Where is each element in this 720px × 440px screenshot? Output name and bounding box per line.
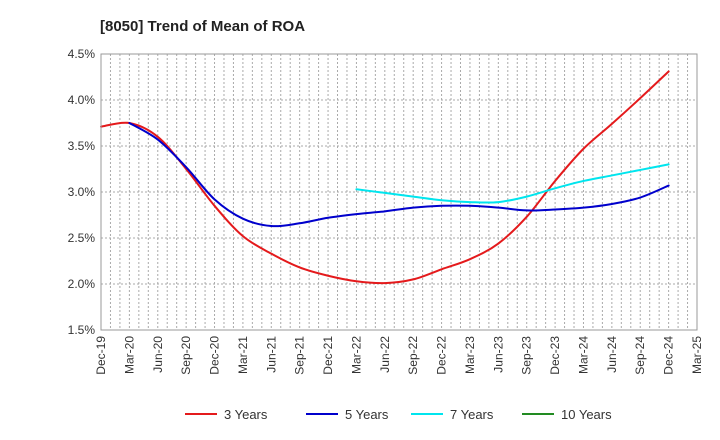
x-tick-label: Sep-24 [633, 336, 647, 375]
x-tick-label: Jun-23 [491, 336, 505, 373]
x-tick-label: Jun-21 [264, 336, 278, 373]
x-tick-label: Jun-24 [605, 336, 619, 373]
x-tick-label: Mar-24 [576, 336, 590, 374]
y-axis-ticks: 1.5% 2.0% 2.5% 3.0% 3.5% 4.0% 4.5% [68, 47, 96, 337]
x-tick-label: Dec-22 [435, 336, 449, 375]
series-lines [100, 70, 670, 285]
y-tick-label: 2.5% [68, 231, 96, 245]
y-tick-label: 2.0% [68, 277, 96, 291]
series-line-3-years [100, 70, 670, 285]
y-tick-label: 4.0% [68, 93, 96, 107]
legend-label-7-years: 7 Years [450, 407, 494, 422]
x-tick-label: Mar-25 [690, 336, 704, 374]
x-tick-label: Sep-22 [406, 336, 420, 375]
x-tick-label: Jun-22 [378, 336, 392, 373]
x-tick-label: Mar-22 [349, 336, 363, 374]
y-tick-label: 3.0% [68, 185, 96, 199]
x-axis-ticks: Dec-19 Mar-20 Jun-20 Sep-20 Dec-20 Mar-21 Jun-… [94, 336, 704, 375]
plot-area [100, 53, 698, 331]
series-line-5-years [128, 122, 670, 228]
x-tick-label: Sep-21 [293, 336, 307, 375]
legend: 3 Years 5 Years 7 Years 10 Years [185, 407, 612, 422]
legend-label-3-years: 3 Years [224, 407, 268, 422]
x-tick-label: Dec-21 [321, 336, 335, 375]
x-tick-label: Dec-20 [208, 336, 222, 375]
legend-label-10-years: 10 Years [561, 407, 612, 422]
x-tick-label: Dec-23 [548, 336, 562, 375]
y-tick-label: 4.5% [68, 47, 96, 61]
x-tick-label: Mar-21 [236, 336, 250, 374]
series-line-7-years [355, 163, 670, 204]
x-tick-label: Mar-20 [122, 336, 136, 374]
grid [101, 54, 697, 330]
chart-title: [8050] Trend of Mean of ROA [100, 18, 305, 35]
legend-label-5-years: 5 Years [345, 407, 389, 422]
y-tick-label: 1.5% [68, 323, 96, 337]
y-tick-label: 3.5% [68, 139, 96, 153]
x-tick-label: Jun-20 [151, 336, 165, 373]
x-tick-label: Dec-19 [94, 336, 108, 375]
x-tick-label: Sep-20 [179, 336, 193, 375]
x-tick-label: Mar-23 [463, 336, 477, 374]
x-tick-label: Dec-24 [662, 336, 676, 375]
x-tick-label: Sep-23 [520, 336, 534, 375]
